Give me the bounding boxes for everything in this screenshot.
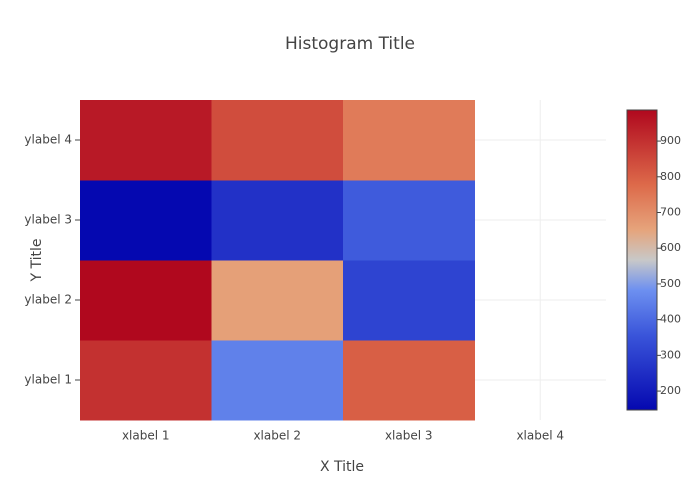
colorbar-tick-label: 400: [660, 313, 681, 326]
y-tick-label: ylabel 1: [24, 373, 72, 387]
y-tick-label: ylabel 4: [24, 133, 72, 147]
heatmap-cell: [343, 340, 475, 421]
heatmap-cell: [211, 100, 344, 181]
heatmap-cell: [343, 260, 475, 341]
y-tick-label: ylabel 3: [24, 213, 72, 227]
colorbar-tick-label: 300: [660, 348, 681, 361]
colorbar-tick-label: 800: [660, 170, 681, 183]
heatmap-cell: [211, 340, 344, 421]
y-axis-title: Y Title: [29, 238, 45, 282]
chart-title: Histogram Title: [285, 34, 415, 54]
x-tick-label: xlabel 2: [253, 429, 301, 443]
heatmap-cell: [211, 260, 344, 341]
colorbar-tick-label: 600: [660, 241, 681, 254]
colorbar-tick-label: 200: [660, 384, 681, 397]
heatmap-cell: [343, 100, 475, 181]
heatmap-cell: [80, 260, 212, 341]
heatmap-cell: [343, 180, 475, 261]
colorbar-tick-label: 500: [660, 277, 681, 290]
colorbar-tick-label: 700: [660, 206, 681, 219]
heatmap-cell: [80, 340, 212, 421]
colorbar-tick-label: 900: [660, 134, 681, 147]
colorbar: [626, 109, 658, 411]
heatmap-cell: [211, 180, 344, 261]
x-tick-label: xlabel 1: [122, 429, 170, 443]
y-tick-label: ylabel 2: [24, 293, 72, 307]
x-tick-label: xlabel 4: [516, 429, 564, 443]
x-tick-label: xlabel 3: [385, 429, 433, 443]
x-axis-title: X Title: [320, 459, 364, 475]
heatmap-cell: [80, 180, 212, 261]
heatmap-cell: [80, 100, 212, 181]
